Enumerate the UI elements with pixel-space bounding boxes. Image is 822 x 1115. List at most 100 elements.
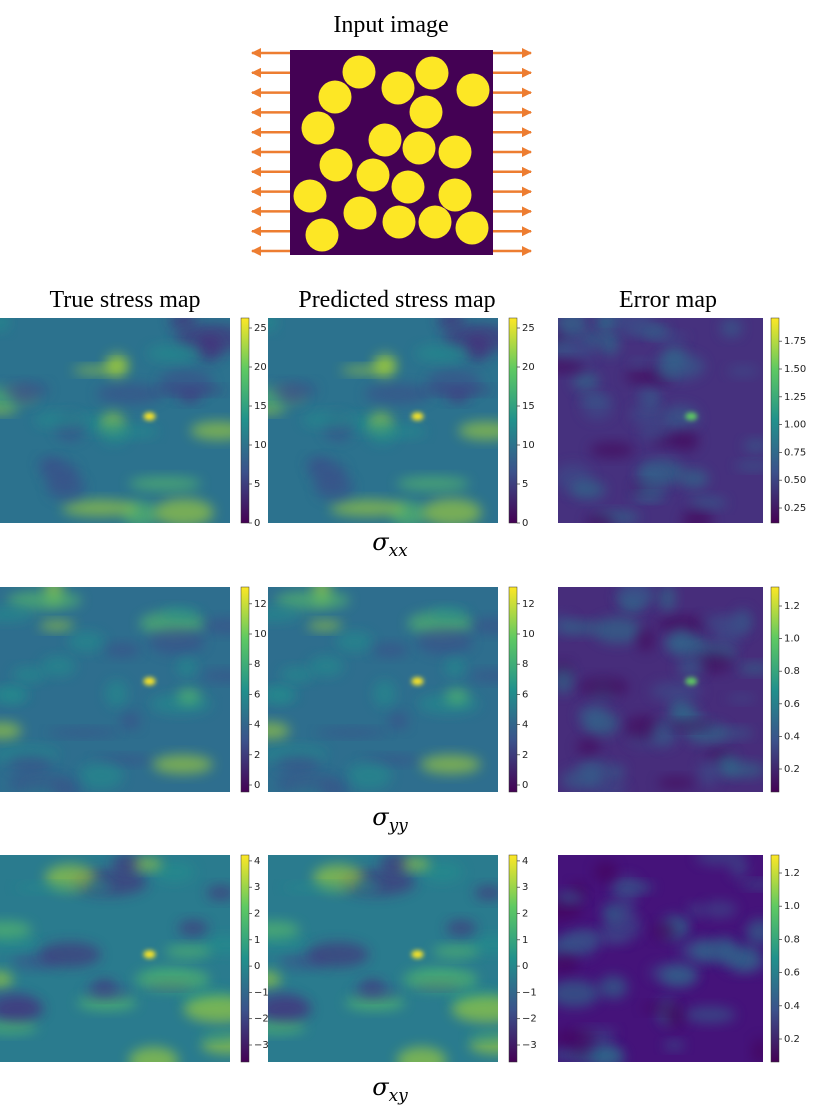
stress-map: −3 −2 −1 0 1 2 3 4 [268, 854, 537, 1063]
map-blob [135, 967, 210, 991]
map-blob [282, 883, 357, 892]
map-blob [268, 686, 293, 704]
map-blob [578, 677, 629, 697]
map-blob [268, 722, 290, 740]
colorbar-tick-label: 20 [254, 362, 267, 373]
colorbar-tick-label: 12 [254, 599, 267, 610]
map-blob [274, 590, 350, 610]
map-blob [657, 615, 709, 632]
map-blob [86, 879, 112, 893]
map-blob [696, 651, 732, 673]
map-blob [268, 937, 309, 950]
map-blob [106, 353, 129, 378]
map-blob [92, 755, 154, 765]
load-arrows [251, 48, 532, 256]
map-blob [679, 469, 709, 489]
colorbar-tick-label: 0.2 [784, 764, 800, 775]
map-blob [669, 627, 692, 653]
map-blob [729, 944, 760, 972]
map-blob [306, 941, 370, 968]
map-blob [560, 768, 603, 792]
map-blob [34, 411, 88, 429]
map-blob [103, 642, 141, 658]
map-blob [199, 670, 230, 682]
colorbar-tick-label: 0.50 [784, 475, 806, 486]
stress-map: 0 5 10 15 20 25 [0, 317, 267, 529]
map-blob [740, 880, 763, 889]
colorbar-tick-label: 10 [522, 629, 535, 640]
map-blob [158, 369, 214, 397]
inclusion [342, 55, 376, 89]
map-blob [268, 921, 301, 939]
map-blob [414, 344, 470, 363]
map-blob [112, 855, 142, 875]
map-blob [608, 318, 655, 333]
map-blob [743, 439, 763, 453]
map-blob [268, 997, 312, 1022]
colorbar-tick-label: −2 [522, 1014, 537, 1025]
map-blob [152, 754, 213, 775]
map-blob [578, 704, 606, 726]
map-blob [360, 755, 422, 765]
map-blob [658, 587, 676, 612]
map-blob [96, 383, 164, 405]
inclusion [319, 148, 353, 182]
map-blob [268, 1019, 306, 1034]
inclusion [402, 131, 436, 165]
map-blob [335, 631, 373, 653]
stress-map: 0 5 10 15 20 25 [268, 317, 535, 529]
map-blob [276, 755, 321, 773]
map-blob [639, 423, 671, 441]
map-texture [0, 587, 230, 792]
inclusion [409, 95, 443, 129]
map-blob [8, 755, 53, 773]
colorbar-tick-label: 25 [254, 323, 267, 334]
map-blob [720, 318, 743, 338]
map-blob [737, 663, 763, 674]
map-blob [594, 861, 618, 883]
inclusions [293, 55, 490, 252]
map-blob [83, 986, 132, 998]
colorbar [770, 317, 780, 524]
map-blob [578, 395, 610, 405]
map-blob [79, 762, 124, 790]
map-blob [6, 590, 82, 610]
map-blob [347, 762, 392, 790]
map-blob [727, 694, 757, 703]
map-blob [558, 359, 586, 373]
colorbar-tick-label: 0 [522, 961, 528, 972]
colorbar-tick-label: 0.8 [784, 666, 800, 677]
map-blob [0, 686, 25, 704]
symbol: σ [372, 1073, 389, 1101]
map-blob [354, 879, 380, 893]
map-blob [421, 498, 482, 523]
colorbar-tick-label: −3 [254, 1040, 269, 1051]
colorbar-tick-label: 1 [254, 935, 260, 946]
map-blob [695, 855, 744, 866]
map-blob [316, 728, 389, 737]
map-blob [61, 499, 138, 517]
map-hotspot [143, 412, 156, 421]
map-blob [0, 921, 33, 939]
map-texture [268, 318, 498, 523]
row-label: σxx [372, 528, 408, 561]
map-blob [561, 342, 595, 363]
colorbar-tick-label: 15 [254, 401, 267, 412]
colorbar-tick-label: 8 [254, 659, 260, 670]
inclusion [343, 196, 377, 230]
map-texture [558, 587, 763, 792]
colorbar-tick-label: 10 [522, 440, 535, 451]
map-blob [420, 754, 481, 775]
map-blob [651, 922, 677, 940]
colorbar [770, 854, 780, 1063]
inclusion [301, 111, 335, 145]
map-blob [595, 318, 614, 334]
map-blob [310, 460, 347, 486]
inclusion [438, 178, 472, 212]
row-label: σyy [372, 803, 408, 836]
map-blob [128, 1046, 179, 1062]
map-blob [474, 885, 498, 901]
colorbar-tick-label: 0.25 [784, 503, 806, 514]
map-blob [445, 688, 469, 705]
